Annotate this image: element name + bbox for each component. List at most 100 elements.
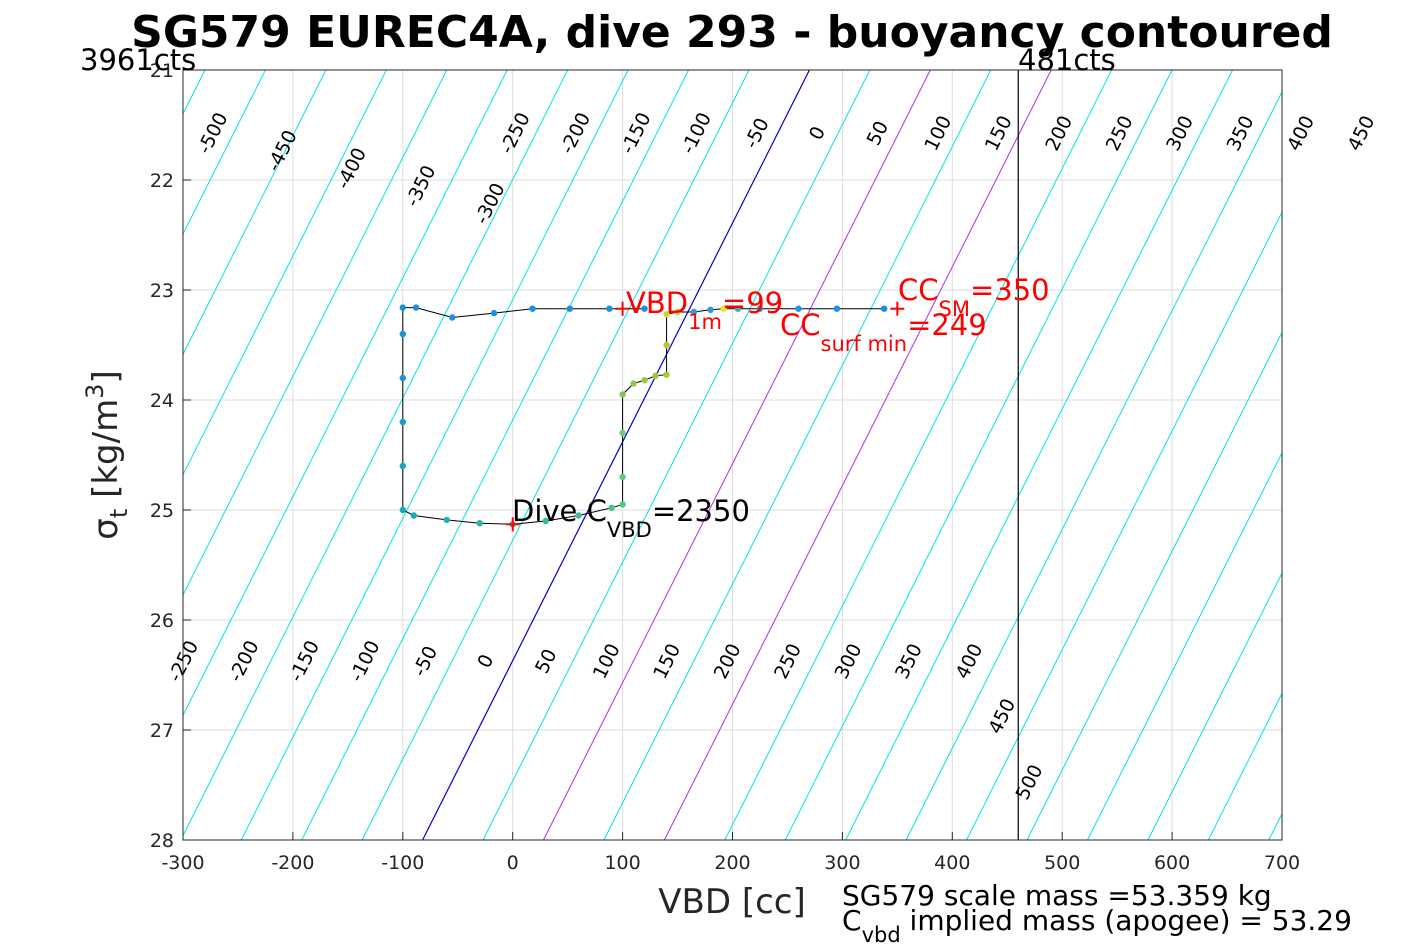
trace-point [443, 516, 450, 524]
contour-label: 200 [1041, 112, 1077, 154]
x-tick-label: -300 [161, 852, 204, 874]
buoyancy-contours [0, 70, 1417, 840]
cc-sm-annotation: CCSM=350 [898, 273, 1050, 321]
trace-point [542, 517, 549, 525]
contour-line [1026, 331, 1282, 840]
trace-point [412, 304, 420, 311]
y-tick-label: 22 [150, 170, 174, 192]
contour-label: -250 [164, 637, 203, 685]
contour-line [183, 70, 508, 717]
contour-label: -50 [740, 114, 774, 152]
contour-label: 250 [770, 640, 806, 682]
contour-label: -100 [677, 109, 716, 157]
trace-point [410, 512, 417, 519]
contour-line [784, 70, 1173, 840]
trace-point [795, 305, 802, 312]
contour-line [1207, 692, 1282, 840]
contour-line [482, 70, 871, 840]
corner-right-counts: 481cts [1018, 43, 1116, 77]
trace-point [399, 418, 406, 426]
trace-point [663, 371, 670, 378]
trace-point [399, 506, 406, 514]
trace-point [608, 504, 615, 511]
x-tick-label: -200 [271, 852, 314, 874]
contour-label: 500 [1012, 761, 1048, 803]
contour-line [543, 70, 931, 840]
contour-label: -350 [401, 162, 440, 210]
contour-label: 100 [589, 640, 625, 682]
contour-line [240, 70, 629, 840]
trace-point [880, 305, 888, 312]
plot-frame [182, 69, 1283, 841]
contour-label: 400 [1283, 112, 1319, 154]
trace-point [449, 314, 456, 321]
contour-label: 150 [649, 640, 685, 682]
contour-label: 0 [805, 123, 830, 144]
contour-label: -400 [332, 144, 371, 192]
scale-mass-note: SG579 scale mass =53.359 kg [842, 879, 1272, 912]
trace-point [575, 512, 582, 519]
contour-label: -300 [471, 180, 510, 228]
contour-line [183, 70, 569, 837]
contour-line [1390, 70, 1417, 840]
contour-line [183, 70, 327, 356]
trace-point [641, 305, 648, 312]
trace-point [690, 308, 698, 316]
contour-label: 300 [1162, 112, 1198, 154]
implied-mass-note: Cvbd implied mass (apogee) = 53.29 [842, 904, 1352, 945]
dive-trace [399, 301, 905, 532]
trace-point [641, 377, 648, 384]
vbd-1m-annotation: VBD1m=99 [626, 286, 783, 334]
trace-point [630, 380, 637, 387]
contour-label: 0 [473, 651, 498, 672]
trace-point [399, 330, 406, 338]
contour-label: -200 [225, 637, 264, 685]
y-tick-label: 28 [150, 830, 174, 852]
contour-label: 350 [891, 640, 927, 682]
x-tick-label: 0 [507, 852, 519, 874]
contour-line [845, 70, 1233, 840]
trace-point [399, 462, 406, 470]
trace-point [652, 372, 659, 379]
y-axis-label: σt [kg/m3] [81, 370, 133, 539]
trace-point [619, 429, 626, 437]
contour-line [0, 70, 84, 840]
contour-label: -50 [409, 642, 443, 680]
contour-line [422, 70, 810, 840]
contour-line [183, 70, 448, 597]
y-tick-label: 25 [150, 500, 174, 522]
contour-label: 50 [531, 646, 562, 677]
contour-line [361, 70, 750, 840]
contour-line [905, 90, 1282, 840]
y-tick-labels: 21 22 23 24 25 26 27 28 [150, 60, 174, 852]
trace-point [619, 501, 626, 508]
contour-label: 100 [920, 112, 956, 154]
contour-label: 350 [1223, 112, 1259, 154]
x-tick-label: 100 [604, 852, 640, 874]
contour-line [1147, 572, 1282, 840]
x-tick-label: 300 [824, 852, 860, 874]
x-tick-label: -100 [381, 852, 424, 874]
contour-line [1329, 70, 1417, 840]
contour-label: 450 [984, 695, 1020, 737]
contour-label: 50 [863, 118, 894, 149]
contour-line [724, 70, 1113, 840]
contour-labels: -500 -450 -400 -350 -300-250 -200 -150 -100 -50 0… [164, 109, 1379, 803]
x-axis-label: VBD [cc] [658, 882, 806, 922]
contour-line [301, 70, 689, 840]
contour-line [663, 70, 1052, 840]
trace-point [399, 304, 406, 311]
trace-point [734, 305, 742, 312]
trace-point [490, 309, 498, 317]
contour-label: 300 [831, 640, 867, 682]
contour-label: -500 [193, 109, 232, 157]
contour-label: -150 [285, 637, 324, 685]
contour-label: -200 [556, 109, 595, 157]
contour-line [183, 70, 387, 476]
contour-label: 200 [710, 640, 746, 682]
trace-point [529, 305, 536, 312]
y-tick-label: 21 [150, 60, 174, 82]
trace-point [720, 305, 727, 312]
cc-surf-min-annotation: CCsurf min=249 [780, 308, 987, 356]
